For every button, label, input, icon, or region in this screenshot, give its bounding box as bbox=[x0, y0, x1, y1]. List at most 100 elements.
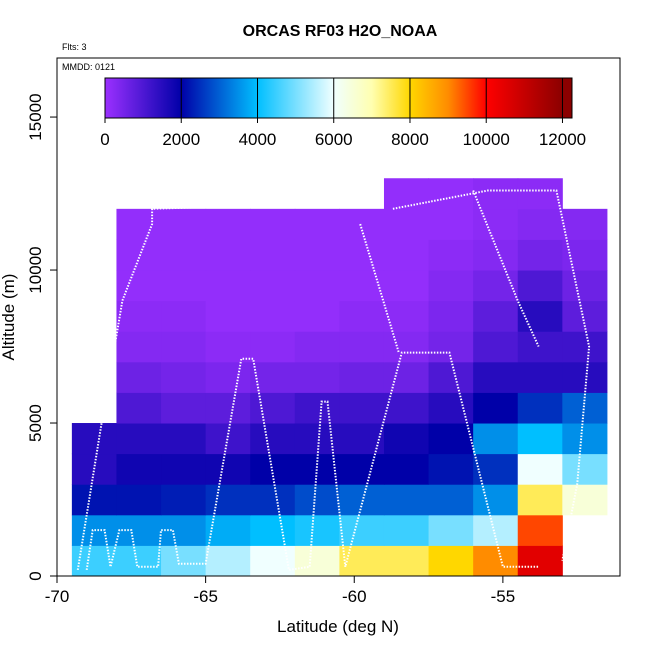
heatmap-cell bbox=[205, 453, 251, 485]
heatmap-cell bbox=[161, 361, 207, 393]
x-tick-label: -70 bbox=[45, 587, 70, 606]
heatmap-cell bbox=[205, 239, 251, 271]
colorbar-tick-label: 8000 bbox=[391, 130, 429, 149]
heatmap-cell bbox=[383, 208, 430, 240]
heatmap-cell bbox=[250, 208, 296, 240]
x-tick-label: -65 bbox=[193, 587, 218, 606]
heatmap-cell bbox=[339, 423, 385, 455]
heatmap-cell bbox=[562, 300, 608, 332]
heatmap-cell bbox=[250, 270, 296, 302]
date-label: MMDD: 0121 bbox=[62, 62, 115, 72]
heatmap-cell bbox=[562, 423, 608, 455]
heatmap-cell bbox=[116, 239, 162, 271]
heatmap-cell bbox=[473, 545, 519, 576]
heatmap-cell bbox=[517, 331, 563, 363]
heatmap bbox=[71, 178, 608, 576]
heatmap-cell bbox=[116, 453, 162, 485]
heatmap-cell bbox=[517, 392, 563, 424]
heatmap-cell bbox=[383, 300, 430, 332]
heatmap-cell bbox=[339, 208, 385, 240]
heatmap-cell bbox=[383, 178, 430, 210]
y-tick-label: 5000 bbox=[26, 404, 45, 442]
heatmap-cell bbox=[428, 361, 474, 393]
heatmap-cell bbox=[383, 453, 430, 485]
heatmap-cell bbox=[339, 239, 385, 271]
colorbar-tick-label: 10000 bbox=[463, 130, 510, 149]
heatmap-cell bbox=[428, 331, 474, 363]
heatmap-cell bbox=[383, 484, 430, 516]
heatmap-cell bbox=[294, 208, 340, 240]
heatmap-cell bbox=[250, 361, 296, 393]
heatmap-cell bbox=[339, 514, 385, 546]
heatmap-cell bbox=[205, 545, 251, 576]
heatmap-cell bbox=[473, 453, 519, 485]
x-tick-label: -55 bbox=[491, 587, 516, 606]
heatmap-cell bbox=[294, 239, 340, 271]
colorbar-tick-label: 2000 bbox=[162, 130, 200, 149]
heatmap-cell bbox=[428, 545, 474, 576]
heatmap-cell bbox=[205, 300, 251, 332]
heatmap-cell bbox=[161, 239, 207, 271]
heatmap-cell bbox=[428, 423, 474, 455]
heatmap-cell bbox=[294, 331, 340, 363]
colorbar-tick-label: 4000 bbox=[239, 130, 277, 149]
y-tick-label: 0 bbox=[26, 571, 45, 580]
flights-label: Flts: 3 bbox=[62, 42, 87, 52]
heatmap-cell bbox=[161, 423, 207, 455]
heatmap-cell bbox=[205, 270, 251, 302]
heatmap-cell bbox=[294, 270, 340, 302]
heatmap-cell bbox=[339, 545, 385, 576]
heatmap-cell bbox=[250, 423, 296, 455]
heatmap-cell bbox=[71, 514, 117, 546]
heatmap-cell bbox=[161, 545, 207, 576]
heatmap-cell bbox=[517, 270, 563, 302]
heatmap-cell bbox=[428, 453, 474, 485]
heatmap-cell bbox=[294, 392, 340, 424]
heatmap-cell bbox=[116, 331, 162, 363]
heatmap-cell bbox=[428, 300, 474, 332]
heatmap-cell bbox=[428, 178, 474, 210]
heatmap-cell bbox=[517, 239, 563, 271]
heatmap-cell bbox=[116, 514, 162, 546]
heatmap-cell bbox=[428, 208, 474, 240]
heatmap-cell bbox=[339, 361, 385, 393]
heatmap-cell bbox=[383, 361, 430, 393]
heatmap-cell bbox=[294, 361, 340, 393]
heatmap-cell bbox=[205, 484, 251, 516]
heatmap-cell bbox=[383, 331, 430, 363]
heatmap-cell bbox=[562, 239, 608, 271]
heatmap-cell bbox=[250, 392, 296, 424]
heatmap-cell bbox=[116, 545, 162, 576]
heatmap-cell bbox=[339, 300, 385, 332]
heatmap-cell bbox=[339, 270, 385, 302]
heatmap-cell bbox=[205, 331, 251, 363]
heatmap-cell bbox=[473, 178, 519, 210]
heatmap-cell bbox=[250, 514, 296, 546]
heatmap-cell bbox=[250, 239, 296, 271]
heatmap-cell bbox=[428, 484, 474, 516]
heatmap-cell bbox=[383, 239, 430, 271]
heatmap-cell bbox=[161, 453, 207, 485]
heatmap-cell bbox=[116, 423, 162, 455]
heatmap-cell bbox=[205, 423, 251, 455]
heatmap-cell bbox=[339, 331, 385, 363]
heatmap-cell bbox=[562, 270, 608, 302]
heatmap-cell bbox=[116, 208, 162, 240]
heatmap-cell bbox=[250, 484, 296, 516]
y-tick-label: 10000 bbox=[26, 246, 45, 293]
heatmap-cell bbox=[161, 270, 207, 302]
heatmap-cell bbox=[250, 545, 296, 576]
heatmap-cell bbox=[517, 423, 563, 455]
heatmap-cell bbox=[517, 208, 563, 240]
heatmap-cell bbox=[294, 545, 340, 576]
heatmap-cell bbox=[383, 392, 430, 424]
heatmap-cell bbox=[473, 239, 519, 271]
heatmap-cell bbox=[517, 453, 563, 485]
heatmap-cell bbox=[116, 484, 162, 516]
heatmap-cell bbox=[161, 392, 207, 424]
heatmap-cell bbox=[383, 270, 430, 302]
heatmap-cell bbox=[562, 208, 608, 240]
heatmap-cell bbox=[383, 545, 430, 576]
colorbar-tick-label: 6000 bbox=[315, 130, 353, 149]
heatmap-cell bbox=[428, 270, 474, 302]
